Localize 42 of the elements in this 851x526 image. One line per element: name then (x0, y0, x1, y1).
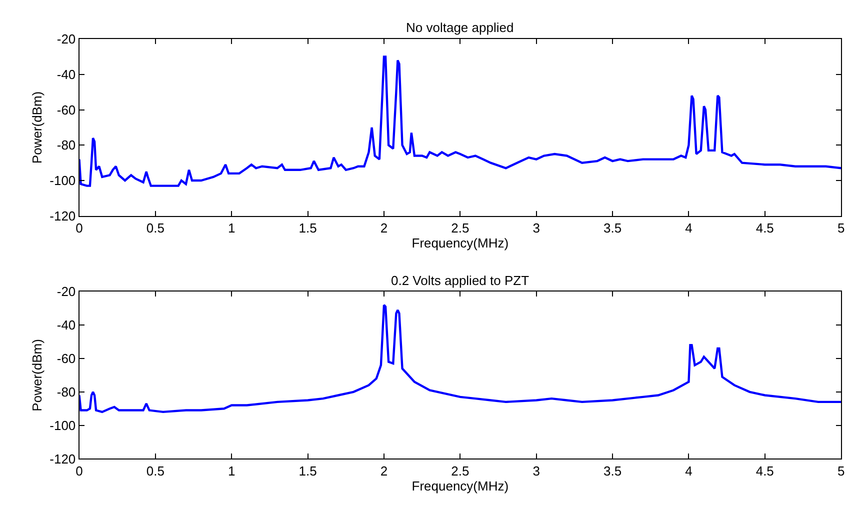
x-tick-label: 0.5 (146, 463, 165, 478)
y-tick-label: -40 (56, 318, 76, 333)
x-tick-label: 1.5 (298, 220, 317, 236)
y-tick-label: -60 (56, 102, 76, 118)
x-tick-label: 3.5 (603, 463, 622, 478)
y-tick-label: -80 (56, 384, 76, 400)
x-tick-label: 1 (228, 220, 236, 236)
y-tick-label: -60 (56, 351, 76, 366)
x-tick-label: 4 (685, 463, 692, 478)
y-axis-title: Power(dBm) (30, 91, 45, 164)
y-tick-label: -100 (50, 418, 76, 433)
y-tick-label: -40 (56, 66, 76, 82)
x-tick-label: 4.5 (756, 220, 774, 236)
y-tick-label: -80 (56, 138, 76, 153)
x-tick-label: 4.5 (756, 463, 774, 478)
chart-title: No voltage applied (406, 20, 514, 35)
y-tick-label: -120 (50, 208, 76, 224)
x-tick-label: 5 (837, 220, 845, 236)
y-tick-label: -100 (50, 173, 76, 188)
y-tick-label: -20 (56, 32, 76, 47)
x-tick-label: 1.5 (298, 463, 317, 478)
line-series (79, 56, 842, 187)
x-tick-label: 3.5 (603, 220, 622, 236)
x-axis-title: Frequency(MHz) (412, 235, 509, 250)
x-tick-label: 2.5 (451, 220, 470, 236)
line-series (79, 304, 842, 414)
y-axis-title: Power(dBm) (30, 339, 45, 412)
x-tick-label: 2 (380, 220, 388, 236)
x-tick-label: 3 (532, 220, 540, 236)
x-tick-label: 2 (380, 463, 388, 478)
y-tick-label: -20 (56, 284, 76, 300)
x-tick-label: 2.5 (451, 463, 470, 478)
x-tick-label: 0 (76, 220, 83, 236)
x-tick-label: 3 (532, 463, 540, 478)
x-tick-label: 4 (685, 220, 692, 236)
x-tick-label: 0 (76, 463, 83, 478)
x-tick-label: 0.5 (146, 220, 165, 236)
x-axis-title: Frequency(MHz) (412, 478, 509, 494)
chart-title: 0.2 Volts applied to PZT (391, 273, 530, 288)
x-tick-label: 5 (837, 463, 845, 478)
x-tick-label: 1 (228, 463, 236, 478)
y-tick-label: -120 (50, 451, 76, 466)
